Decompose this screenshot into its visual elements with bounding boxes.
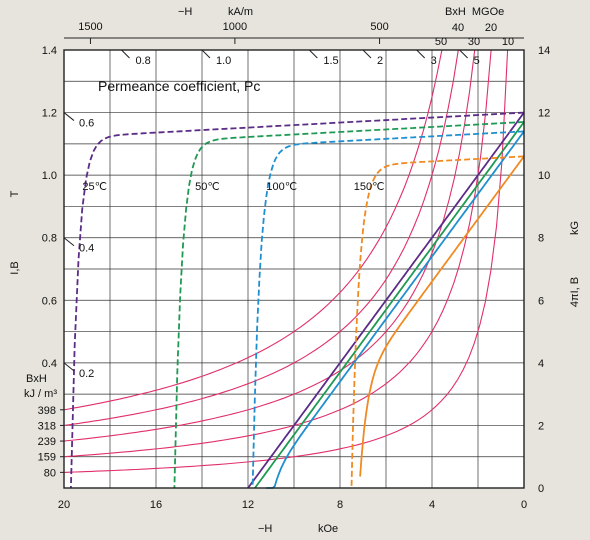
temperature-label: 100℃ <box>266 181 297 193</box>
temperature-label: 25℃ <box>82 181 107 193</box>
x-tick-label: 20 <box>58 499 70 511</box>
permeance-label: 2 <box>377 55 383 67</box>
bxh-kj-unit: kJ / m³ <box>24 388 57 400</box>
bxh-curve <box>63 49 459 426</box>
pc-tick <box>121 49 130 59</box>
top-tick-label: 1000 <box>223 21 247 33</box>
pc-tick <box>63 237 75 247</box>
pc-tick <box>63 112 75 121</box>
top-tick-label: 1500 <box>78 21 102 33</box>
bxh-kj-label: 159 <box>38 452 56 464</box>
bxh-kj-title: BxH <box>26 373 47 385</box>
right-axis-label: 4πI, B <box>569 277 581 307</box>
y-tick-label-right: 10 <box>538 170 550 182</box>
top-axis-unit: kA/m <box>228 6 253 18</box>
bxh-mgoe-label: 50 <box>435 36 447 48</box>
permeance-label: 1.5 <box>323 55 338 67</box>
bxh-mgoe-label: 30 <box>468 36 480 48</box>
x-tick-label: 4 <box>429 499 435 511</box>
bxh-curve <box>63 49 492 458</box>
y-tick-label-right: 2 <box>538 420 544 432</box>
top-tick-label: 500 <box>370 21 388 33</box>
bxh-curve <box>63 49 443 411</box>
y-tick-label-left: 0.4 <box>42 358 57 370</box>
y-tick-label-right: 14 <box>538 45 550 57</box>
permeance-label: 0.2 <box>79 368 94 380</box>
permeance-label: 5 <box>474 55 480 67</box>
temperature-label: 150℃ <box>354 181 385 193</box>
left-axis-label: I,B <box>9 261 21 274</box>
bottom-axis-label-minus-h: −H <box>258 523 272 535</box>
normal-b-curve <box>266 130 525 489</box>
intrinsic-curve <box>70 111 525 489</box>
intrinsic-curve <box>251 130 525 489</box>
left-axis-unit: T <box>9 190 21 197</box>
right-axis-unit: kG <box>569 221 581 235</box>
bxh-kj-label: 239 <box>38 436 56 448</box>
tick-labels: 20 16 12 8 4 00.40.60.81.01.21.40246810121415… <box>38 21 551 511</box>
y-tick-label-left: 1.0 <box>42 170 57 182</box>
temperature-label: 50℃ <box>195 181 220 193</box>
top-axis-label-minus-h: −H <box>178 6 192 18</box>
temperature-curves <box>70 111 525 489</box>
bxh-mgoe-label: 10 <box>502 36 514 48</box>
x-tick-label: 0 <box>521 499 527 511</box>
normal-b-curve <box>254 121 525 489</box>
pc-tick <box>308 49 318 59</box>
y-tick-label-left: 1.2 <box>42 108 57 120</box>
bxh-mgoe-label: 40 <box>452 22 464 34</box>
x-tick-label: 8 <box>337 499 343 511</box>
bxh-kj-label: 318 <box>38 420 56 432</box>
y-tick-label-left: 0.6 <box>42 295 57 307</box>
intrinsic-curve <box>350 155 524 489</box>
y-tick-label-left: 0.8 <box>42 233 57 245</box>
pc-tick <box>201 49 211 59</box>
pc-tick <box>63 362 75 372</box>
y-tick-label-right: 8 <box>538 233 544 245</box>
y-tick-label-left: 1.4 <box>42 45 57 57</box>
pc-tick <box>362 49 372 59</box>
permeance-label: 1.0 <box>216 55 231 67</box>
permeance-label: 0.8 <box>136 55 151 67</box>
x-tick-label: 16 <box>150 499 162 511</box>
x-tick-label: 12 <box>242 499 254 511</box>
bxh-mgoe-label: 20 <box>485 22 497 34</box>
plot-frame <box>63 49 525 489</box>
normal-b-curve <box>359 155 525 477</box>
annotation-permeance: Permeance coefficient, Pc <box>98 78 260 94</box>
bxh-kj-label: 398 <box>38 405 56 417</box>
bxh-mgoe-title: BxH MGOe <box>445 6 504 18</box>
permeance-label: 0.6 <box>79 118 94 130</box>
bxh-kj-label: 80 <box>44 467 56 479</box>
permeance-label: 3 <box>431 55 437 67</box>
y-tick-label-right: 12 <box>538 108 550 120</box>
pc-tick <box>416 49 426 59</box>
permeance-label: 0.4 <box>79 243 94 255</box>
y-tick-label-right: 6 <box>538 295 544 307</box>
y-tick-label-right: 4 <box>538 358 544 370</box>
normal-b-curve <box>247 112 525 489</box>
pc-tick <box>459 49 468 59</box>
bxh-curve <box>63 49 476 442</box>
intrinsic-curve <box>173 121 525 489</box>
y-tick-label-right: 0 <box>538 483 544 495</box>
bottom-axis-unit: kOe <box>318 523 338 535</box>
